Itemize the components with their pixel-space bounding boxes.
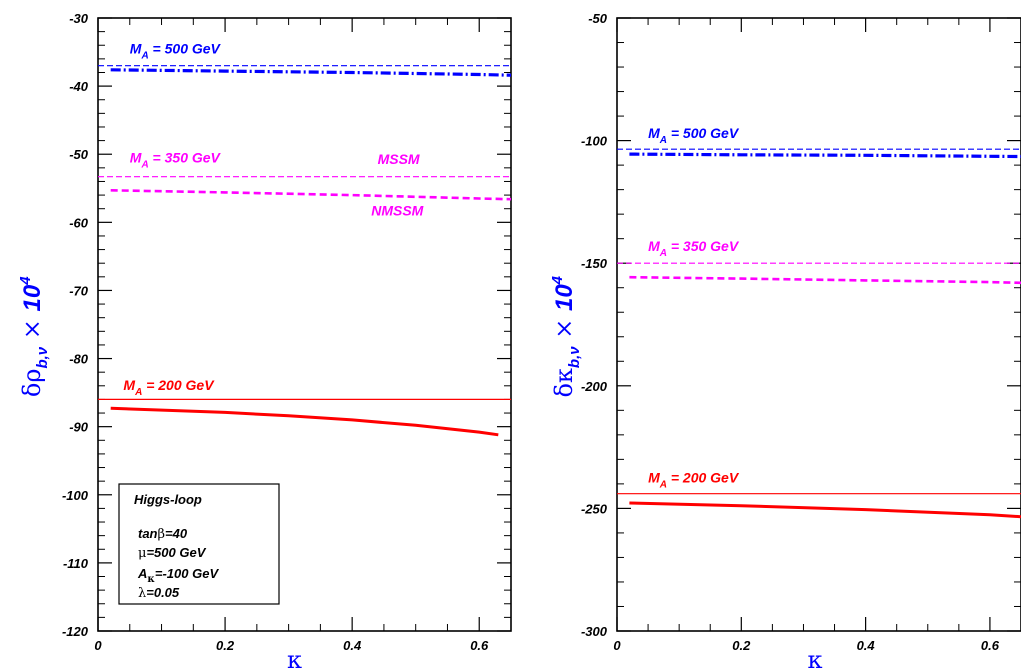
y-tick-label: -60: [69, 215, 89, 230]
parameter-value: =0.05: [146, 585, 180, 600]
mass-label: MA = 500 GeV: [130, 40, 222, 61]
mass-label-symbol: M: [648, 238, 660, 254]
plot-frame: [97, 17, 512, 632]
x-tick-label: 0.4: [343, 638, 362, 653]
mass-label-symbol: M: [123, 377, 135, 393]
parameter-name: tan: [138, 526, 158, 541]
y-tick-label: -120: [62, 624, 89, 639]
x-tick-label: 0.2: [216, 638, 235, 653]
series-line-ma500-nmssm: [629, 152, 1021, 159]
y-tick-label: -300: [581, 624, 608, 639]
x-tick-label: 0.6: [981, 638, 1000, 653]
y-label-times: ×: [18, 311, 46, 346]
parameter-subscript: κ: [147, 574, 155, 585]
parameter-line: tanβ=40: [138, 526, 188, 542]
parameter-line: Aκ=-100 GeV: [137, 566, 219, 585]
mass-label: MA = 500 GeV: [648, 125, 740, 146]
mass-label-subscript: A: [659, 135, 667, 146]
parameter-name: A: [137, 566, 147, 581]
mass-label-subscript: A: [140, 50, 148, 61]
y-tick-label: -30: [69, 11, 89, 26]
parameter-line: μ=500 GeV: [138, 545, 207, 561]
y-label-exponent: 4: [17, 276, 34, 286]
y-tick-label: -70: [69, 283, 89, 298]
mass-label: MA = 200 GeV: [648, 470, 740, 491]
x-tick-label: 0: [94, 638, 102, 653]
mass-label-subscript: A: [134, 387, 142, 398]
mass-label-symbol: M: [648, 470, 660, 486]
model-label: MSSM: [378, 151, 420, 167]
y-axis-label: δρb,ν × 104: [17, 276, 51, 397]
series-line-ma200-nmssm: [110, 406, 499, 437]
series-line-ma350-nmssm: [110, 189, 512, 201]
mass-label-value: = 500 GeV: [149, 40, 222, 56]
y-label-subscript: b,ν: [34, 346, 51, 368]
y-tick-label: -50: [69, 147, 89, 162]
x-tick-label: 0.4: [857, 638, 876, 653]
x-tick-label: 0.6: [470, 638, 489, 653]
y-label-power: 10: [551, 284, 578, 311]
series-line-ma350-nmssm: [629, 275, 1021, 285]
y-axis-label: δκb,ν × 104: [549, 275, 583, 397]
mass-label-symbol: M: [130, 40, 142, 56]
parameter-value: =40: [165, 526, 188, 541]
y-label-symbol: δρ: [18, 369, 46, 398]
parameter-greek: λ: [138, 586, 146, 601]
y-label-exponent: 4: [549, 275, 566, 285]
mass-label-symbol: M: [648, 125, 660, 141]
y-tick-label: -110: [63, 556, 89, 571]
y-label-power: 10: [19, 284, 46, 311]
mass-label: MA = 350 GeV: [648, 238, 740, 259]
parameter-greek: μ: [138, 546, 146, 561]
y-tick-label: -40: [69, 79, 89, 94]
y-tick-label: -80: [69, 352, 89, 367]
mass-label-value: = 350 GeV: [667, 238, 740, 254]
parameter-greek: β: [158, 527, 166, 542]
plot-panel-1: -120 -110 -100 -90 -80 -70 -60 -50 -40 -30 0 0.2 0.4…: [17, 11, 512, 671]
parameter-box-frame: [118, 483, 280, 605]
y-tick-label: -250: [581, 501, 608, 516]
mass-label: MA = 200 GeV: [123, 377, 215, 398]
y-label-subscript: b,ν: [566, 346, 583, 368]
x-tick-label: 0.2: [732, 638, 751, 653]
y-tick-label: -100: [581, 134, 608, 149]
model-label: NMSSM: [371, 203, 423, 219]
series-line-ma500-nmssm: [110, 68, 512, 77]
plot-frame: [616, 17, 1021, 632]
mass-label-subscript: A: [140, 159, 148, 170]
mass-label-value: = 200 GeV: [142, 377, 215, 393]
series-line-ma200-nmssm: [629, 501, 1021, 519]
y-tick-label: -90: [69, 420, 89, 435]
parameter-box-title: Higgs-loop: [134, 492, 202, 507]
y-tick-label: -100: [62, 488, 89, 503]
y-label-times: ×: [550, 311, 578, 346]
mass-label: MA = 350 GeV: [130, 149, 222, 170]
parameter-value: =500 GeV: [146, 545, 206, 560]
y-tick-label: -50: [588, 11, 608, 26]
parameter-value: =-100 GeV: [155, 566, 220, 581]
mass-label-subscript: A: [659, 248, 667, 259]
mass-label-symbol: M: [130, 149, 142, 165]
y-label-symbol: δκ: [550, 368, 578, 397]
plot-panel-2: -300-250-200-150-100-500 0.2 0.4 0.6MA = 50…: [549, 11, 1021, 671]
y-tick-label: -150: [581, 256, 608, 271]
mass-label-subscript: A: [659, 480, 667, 491]
mass-label-value: = 500 GeV: [667, 125, 740, 141]
mass-label-value: = 350 GeV: [149, 149, 222, 165]
x-tick-label: 0: [613, 638, 621, 653]
mass-label-value: = 200 GeV: [667, 470, 740, 486]
parameter-line: λ=0.05: [138, 585, 180, 601]
y-tick-label: -200: [581, 379, 608, 394]
x-axis-label: κ: [808, 646, 823, 671]
x-axis-label: κ: [287, 646, 302, 671]
